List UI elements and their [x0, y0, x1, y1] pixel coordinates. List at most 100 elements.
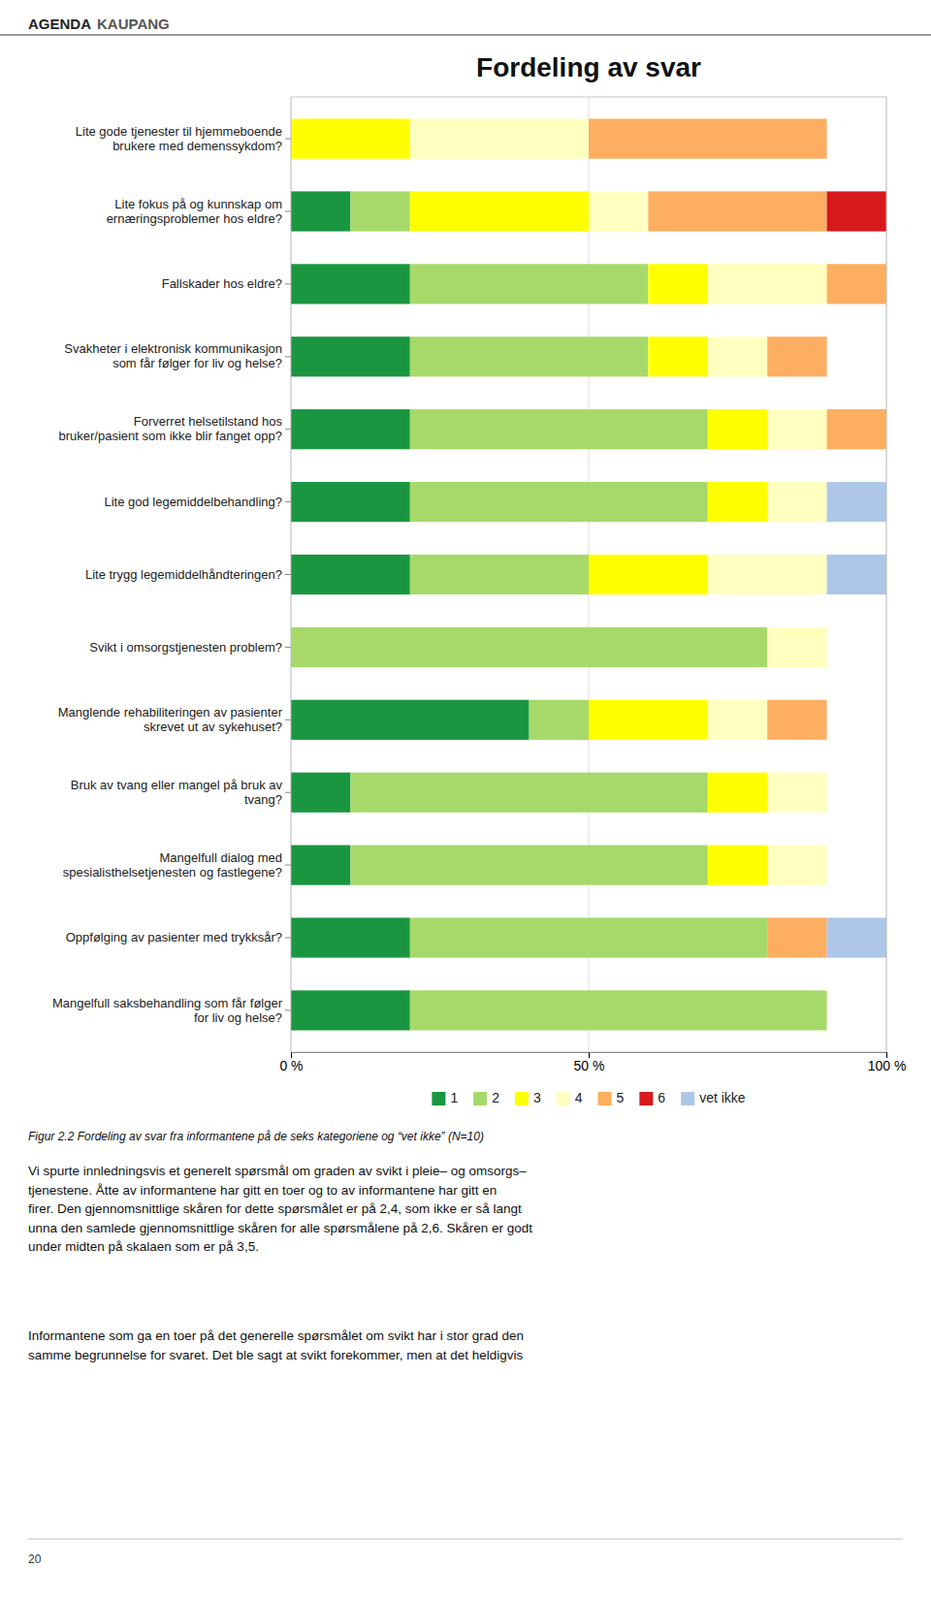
- header-text: AGENDA: [28, 15, 92, 33]
- bar-segment: [826, 118, 828, 159]
- x-tick: 50 %: [574, 1052, 606, 1074]
- legend-swatch: [639, 1091, 653, 1106]
- y-tick-mark: [285, 283, 291, 285]
- bar-segment: [826, 627, 828, 668]
- y-tick-label: Mangelfull dialog medspesialisthelsetjen…: [63, 850, 283, 880]
- bar-segment: [410, 481, 708, 522]
- y-tick-mark: [285, 1009, 291, 1011]
- legend-item: 5: [598, 1090, 625, 1106]
- bar-segment: [826, 845, 828, 886]
- y-tick: Bruk av tvang eller mangel på bruk avtva…: [70, 777, 291, 807]
- y-tick-mark: [285, 646, 291, 648]
- page-number: 20: [28, 1552, 42, 1567]
- bar-segment: [410, 118, 589, 159]
- bar-segment: [588, 554, 708, 595]
- y-tick: Lite gode tjenester til hjemmeboendebruk…: [75, 124, 291, 154]
- y-tick: Manglende rehabiliteringen av pasienters…: [58, 705, 291, 735]
- bar-segment: [767, 700, 827, 740]
- bar-segment: [767, 627, 827, 668]
- y-tick-mark: [285, 719, 291, 721]
- y-tick-label: Lite gode tjenester til hjemmeboendebruk…: [75, 124, 283, 154]
- series: [588, 118, 887, 958]
- bar-segment: [826, 627, 828, 668]
- bar-segment: [410, 336, 649, 377]
- bar-segment: [826, 990, 828, 1030]
- bar-segment: [767, 917, 827, 958]
- header-rule: [0, 33, 931, 36]
- y-axis: Lite gode tjenester til hjemmeboendebruk…: [52, 124, 291, 1026]
- y-tick-label: Oppfølging av pasienter med trykksår?: [65, 930, 283, 945]
- bar-segment: [767, 845, 827, 886]
- y-tick: Fallskader hos eldre?: [161, 276, 291, 291]
- y-tick: Lite trygg legemiddelhåndteringen?: [85, 567, 291, 582]
- bar-segment: [529, 700, 589, 740]
- bar-segment: [290, 191, 351, 231]
- y-tick-mark: [285, 355, 291, 357]
- legend-label: 3: [533, 1090, 542, 1106]
- y-tick-mark: [285, 501, 291, 503]
- bar-segment: [767, 481, 827, 522]
- x-tick-label: 0 %: [279, 1058, 303, 1074]
- bar-segment: [826, 845, 828, 886]
- bar-segment: [290, 336, 411, 377]
- y-tick-mark: [285, 865, 291, 867]
- y-tick-mark: [285, 574, 291, 576]
- legend: 123456vet ikke: [431, 1090, 745, 1106]
- y-tick-label: Lite fokus på og kunnskap omernæringspro…: [106, 196, 283, 226]
- bar-segment: [707, 554, 828, 595]
- bar-segment: [707, 409, 768, 450]
- bar-segment: [290, 627, 768, 668]
- legend-label: 6: [657, 1090, 666, 1106]
- bar-segment: [826, 772, 828, 813]
- bar-segment: [707, 263, 828, 304]
- bar-segment: [290, 772, 351, 813]
- bar-segment: [410, 917, 768, 958]
- bar-segment: [826, 845, 828, 886]
- paragraph: Informantene som ga en toer på det gener…: [28, 1328, 524, 1363]
- bar-segment: [707, 481, 768, 522]
- bar-segment: [826, 990, 828, 1030]
- grid: [290, 96, 887, 1053]
- y-tick-label: Svakheter i elektronisk kommunikasjonsom…: [64, 341, 283, 371]
- bar-segment: [290, 409, 411, 450]
- legend-swatch: [431, 1091, 446, 1106]
- bar-segment: [290, 990, 411, 1030]
- series: [827, 191, 887, 231]
- y-tick: Forverret helsetilstand hosbruker/pasien…: [58, 414, 291, 444]
- bar-segment: [827, 191, 887, 231]
- bars: [290, 118, 887, 1030]
- bar-segment: [767, 409, 827, 450]
- bar-segment: [826, 118, 828, 159]
- y-tick-label: Lite trygg legemiddelhåndteringen?: [85, 567, 283, 582]
- series: [290, 118, 768, 885]
- bar-segment: [290, 118, 411, 159]
- y-tick-mark: [285, 138, 291, 140]
- legend-item: 3: [514, 1090, 542, 1106]
- bar-segment: [826, 772, 828, 813]
- legend-item: vet ikke: [680, 1090, 746, 1106]
- bar-segment: [290, 845, 351, 886]
- y-tick-label: Mangelfull saksbehandling som får følger…: [52, 995, 284, 1026]
- bar-segment: [647, 263, 707, 304]
- y-tick: Mangelfull saksbehandling som får følger…: [52, 995, 291, 1026]
- bar-segment: [707, 845, 768, 886]
- x-tick: 100 %: [867, 1052, 907, 1074]
- y-tick-label: Bruk av tvang eller mangel på bruk avtva…: [70, 777, 284, 807]
- bar-segment: [410, 409, 708, 450]
- bar-segment: [827, 481, 887, 522]
- x-tick: 0 %: [279, 1052, 303, 1074]
- bar-segment: [410, 263, 649, 304]
- bar-segment: [767, 772, 827, 813]
- y-tick-label: Forverret helsetilstand hosbruker/pasien…: [58, 414, 283, 444]
- legend-label: vet ikke: [699, 1090, 746, 1106]
- bar-segment: [826, 336, 828, 377]
- y-tick-mark: [285, 428, 291, 430]
- y-tick: Svakheter i elektronisk kommunikasjonsom…: [64, 341, 291, 371]
- series: [290, 191, 828, 1030]
- legend-label: 1: [449, 1090, 458, 1106]
- x-axis: 0 % 50 % 100 %: [279, 1052, 906, 1074]
- bar-segment: [290, 481, 411, 522]
- legend-swatch: [556, 1091, 571, 1106]
- bar-segment: [410, 554, 589, 595]
- bar-segment: [350, 845, 707, 886]
